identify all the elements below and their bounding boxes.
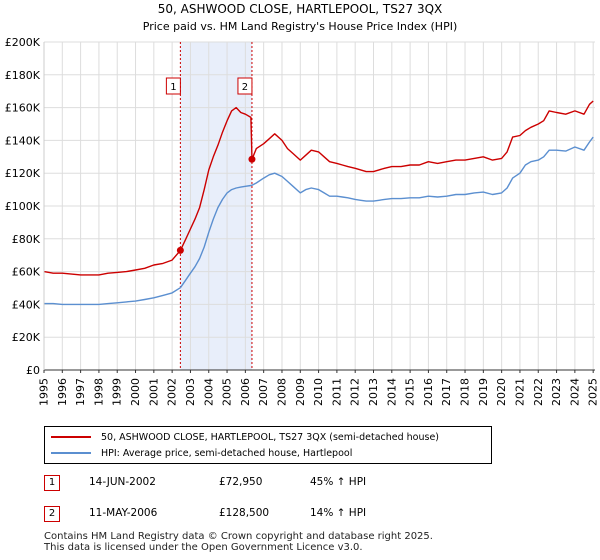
y-tick-label: £60K: [12, 266, 41, 279]
footer-line-2: This data is licensed under the Open Gov…: [44, 542, 363, 553]
sale-hpi-change: 45% ↑ HPI: [310, 476, 367, 488]
sale-price: £72,950: [219, 476, 263, 488]
sale-number-label: 2: [242, 82, 248, 93]
x-tick-label: 1999: [111, 378, 124, 406]
y-tick-label: £140K: [5, 134, 41, 147]
sale-point: [176, 246, 184, 254]
hpi-series-line: [44, 136, 594, 306]
sale-point: [248, 155, 256, 163]
legend-item-property: 50, ASHWOOD CLOSE, HARTLEPOOL, TS27 3QX …: [51, 429, 439, 445]
x-tick-label: 1997: [74, 378, 87, 406]
x-tick-label: 2023: [550, 378, 563, 406]
x-tick-label: 2004: [202, 378, 215, 406]
legend-swatch-hpi: [51, 452, 91, 454]
y-tick-label: £20K: [12, 331, 41, 344]
x-tick-label: 2001: [147, 378, 160, 406]
x-tick-label: 2012: [349, 378, 362, 406]
x-tick-label: 1995: [38, 378, 51, 406]
y-tick-label: £80K: [12, 233, 41, 246]
footer-attribution: Contains HM Land Registry data © Crown c…: [44, 531, 433, 553]
legend-label-property: 50, ASHWOOD CLOSE, HARTLEPOOL, TS27 3QX …: [101, 431, 440, 443]
x-tick-label: 2011: [330, 378, 343, 406]
sale-number-label: 1: [170, 82, 176, 93]
sale-marker-badge: 2: [44, 506, 60, 522]
x-tick-label: 2014: [385, 378, 398, 406]
sale-number-box: [237, 77, 253, 95]
x-tick-label: 2006: [239, 378, 252, 406]
x-tick-label: 2024: [568, 378, 581, 406]
x-tick-label: 2021: [513, 378, 526, 406]
x-tick-label: 2019: [477, 378, 490, 406]
y-tick-label: £120K: [5, 167, 41, 180]
legend-label-hpi: HPI: Average price, semi-detached house,…: [101, 447, 353, 459]
y-tick-label: £100K: [5, 200, 41, 213]
x-tick-label: 2015: [404, 378, 417, 406]
x-tick-label: 2016: [422, 378, 435, 406]
chart-legend: 50, ASHWOOD CLOSE, HARTLEPOOL, TS27 3QX …: [44, 426, 492, 464]
sale-number-box: [165, 77, 181, 95]
y-tick-label: £0: [26, 364, 40, 377]
x-tick-label: 2000: [129, 378, 142, 406]
x-tick-label: 2007: [257, 378, 270, 406]
property-series-line: [43, 100, 594, 276]
x-tick-label: 1996: [56, 378, 69, 406]
y-tick-label: £200K: [5, 36, 41, 49]
x-tick-label: 2009: [294, 378, 307, 406]
y-tick-label: £180K: [5, 69, 41, 82]
sale-marker-badge: 1: [44, 475, 60, 491]
x-tick-label: 2022: [532, 378, 545, 406]
x-tick-label: 2018: [459, 378, 472, 406]
chart-subtitle: Price paid vs. HM Land Registry's House …: [143, 20, 458, 33]
x-tick-label: 2025: [587, 378, 600, 406]
x-tick-label: 2010: [312, 378, 325, 406]
sale-date: 11-MAY-2006: [89, 507, 158, 519]
price-chart: 50, ASHWOOD CLOSE, HARTLEPOOL, TS27 3QX …: [5, 2, 600, 406]
x-tick-label: 2017: [440, 378, 453, 406]
legend-swatch-property: [51, 436, 91, 438]
sale-date: 14-JUN-2002: [89, 476, 156, 488]
x-tick-label: 1998: [92, 378, 105, 406]
x-tick-label: 2020: [495, 378, 508, 406]
x-tick-label: 2005: [221, 378, 234, 406]
legend-item-hpi: HPI: Average price, semi-detached house,…: [51, 445, 352, 461]
x-tick-label: 2003: [184, 378, 197, 406]
footer-line-1: Contains HM Land Registry data © Crown c…: [44, 531, 433, 542]
sale-price: £128,500: [219, 507, 270, 519]
x-tick-label: 2013: [367, 378, 380, 406]
x-tick-label: 2008: [275, 378, 288, 406]
y-tick-label: £160K: [5, 102, 41, 115]
chart-title: 50, ASHWOOD CLOSE, HARTLEPOOL, TS27 3QX: [158, 2, 443, 16]
x-tick-label: 2002: [166, 378, 179, 406]
y-tick-label: £40K: [12, 298, 41, 311]
sale-hpi-change: 14% ↑ HPI: [310, 507, 367, 519]
